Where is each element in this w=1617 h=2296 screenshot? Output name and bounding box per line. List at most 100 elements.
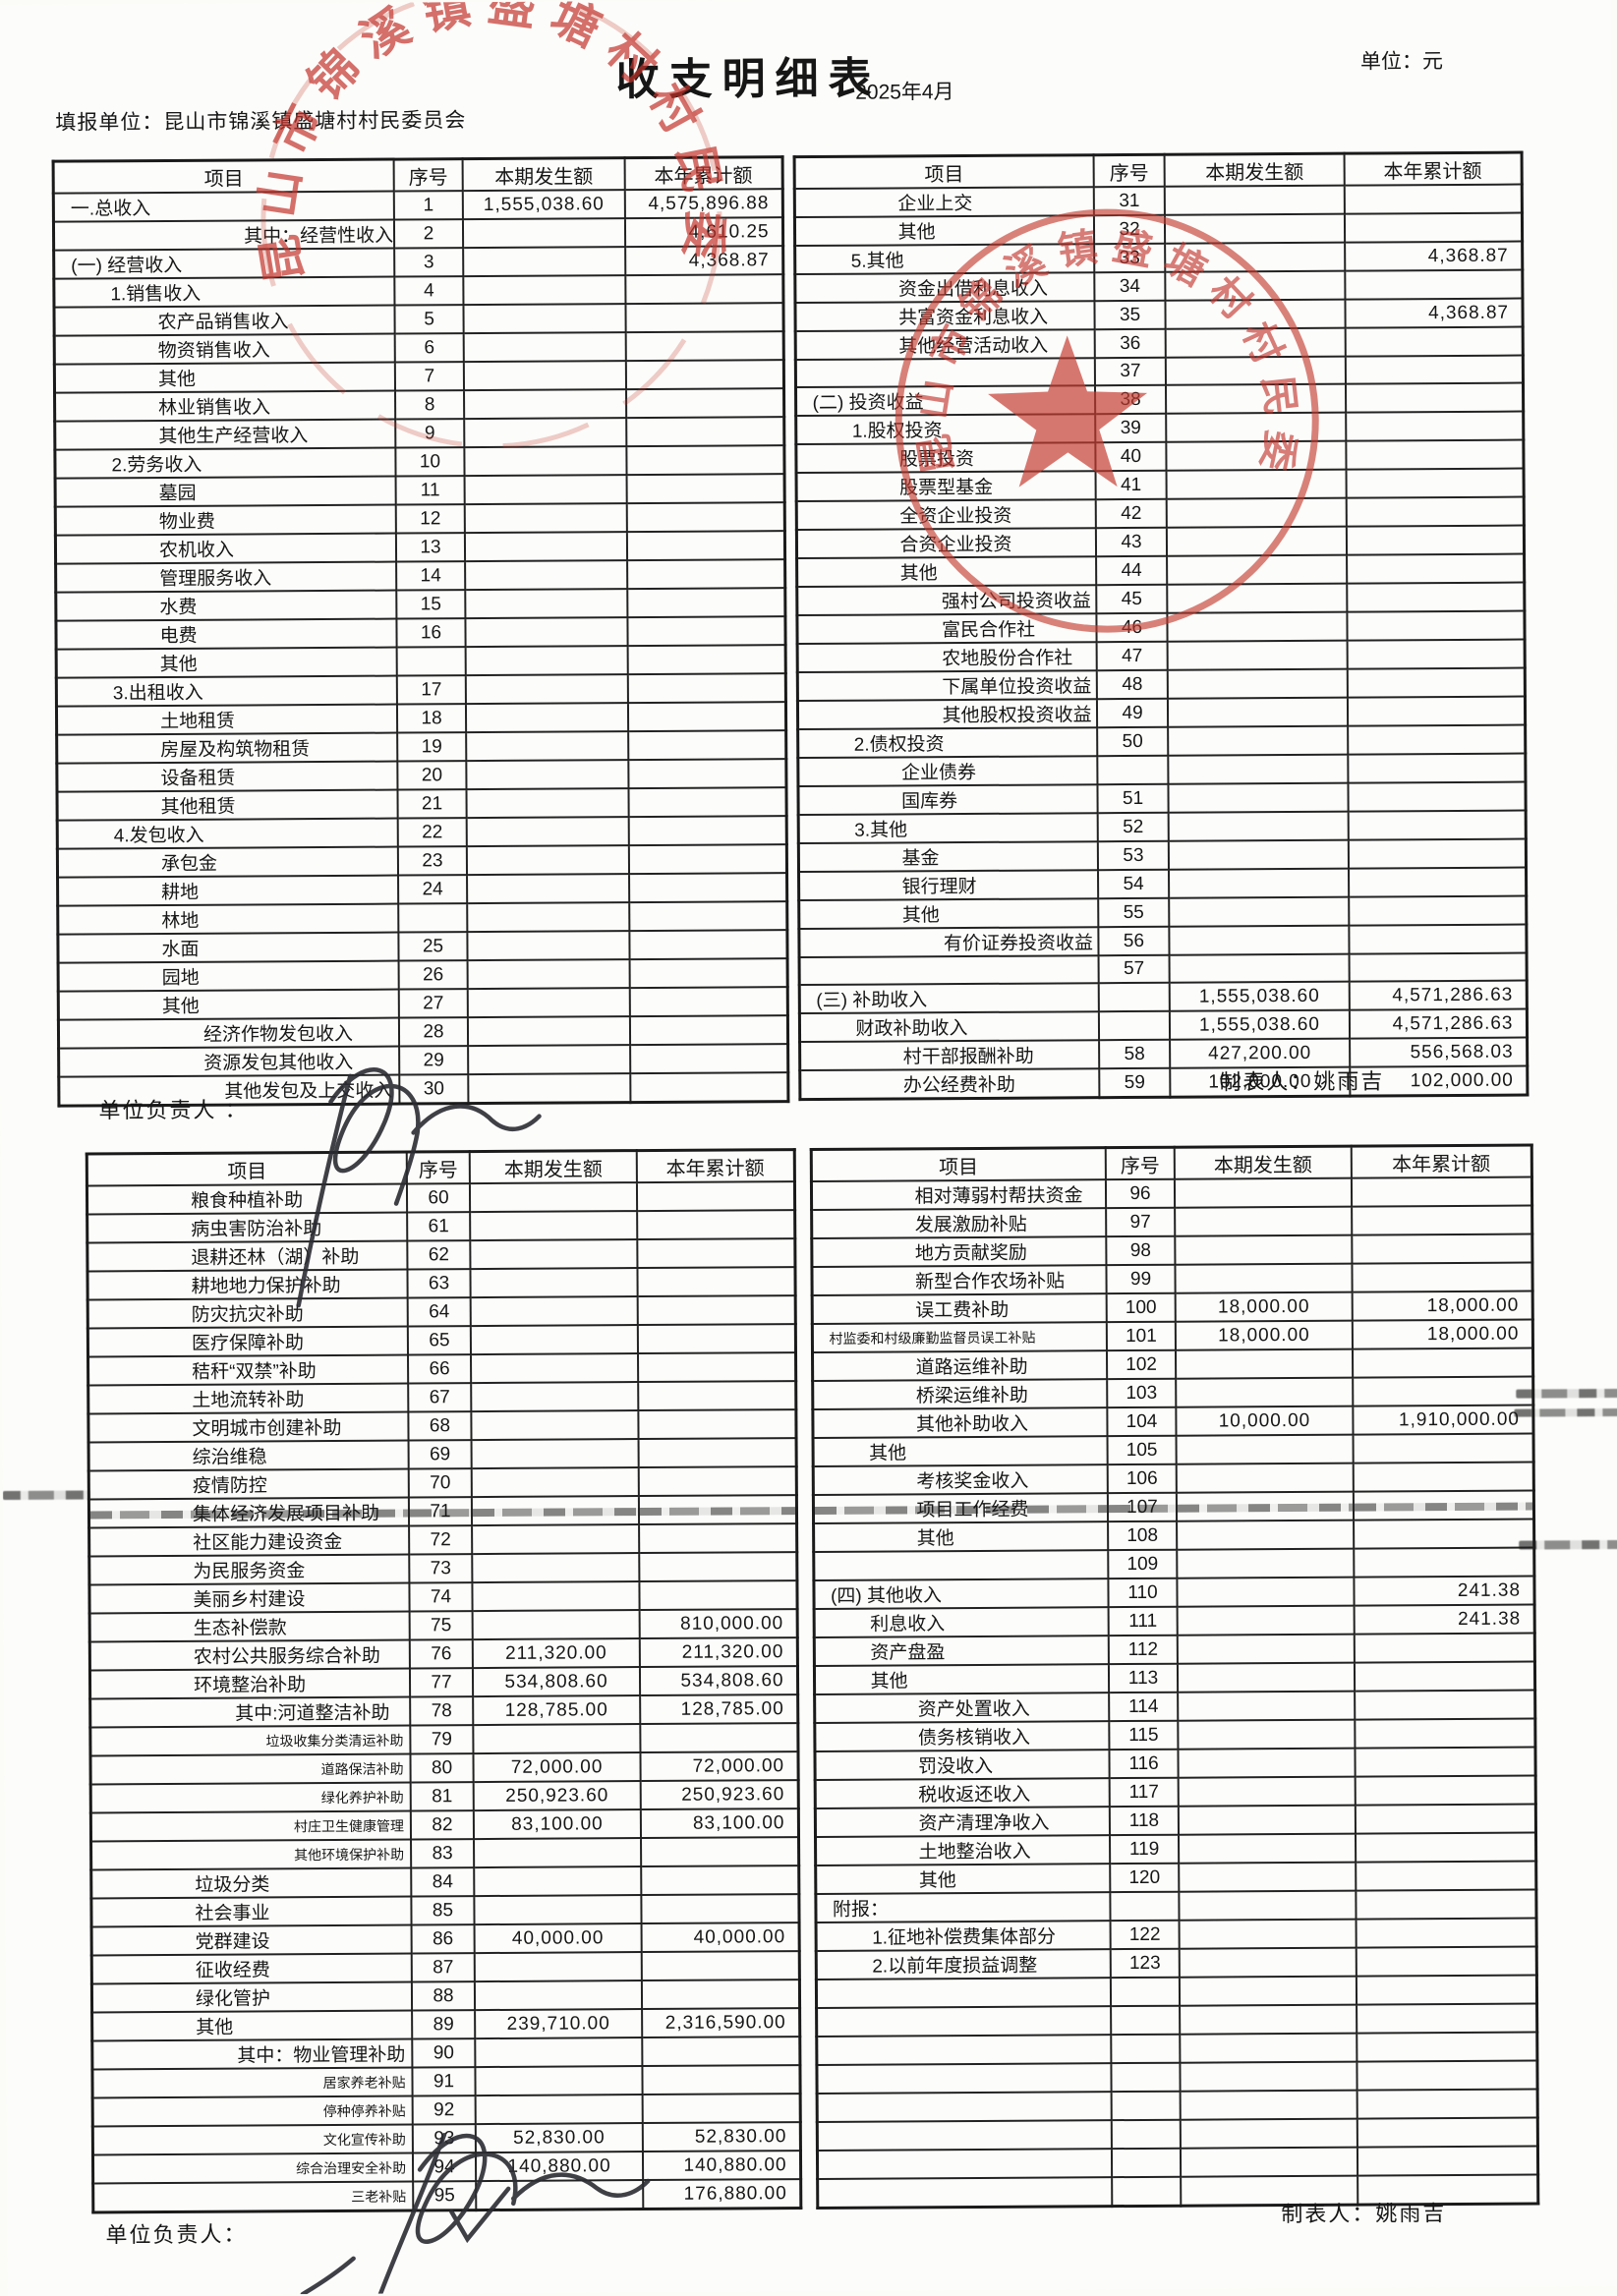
current-amount [474,1952,642,1982]
current-amount: 1,555,038.60 [1169,1009,1351,1040]
current-amount [1165,299,1346,329]
column-header-no: 序号 [406,1151,470,1184]
item-label: 全资企业投资 [795,499,1096,531]
current-amount [475,2095,643,2125]
cumulative-amount [1353,1462,1533,1492]
item-label: 股票型基金 [795,471,1096,502]
column-header-no: 序号 [393,158,463,192]
row-number: 4 [394,276,464,306]
cumulative-amount [1346,411,1524,441]
row-number: 55 [1098,897,1170,928]
table-row: 误工费补助 100 18,000.00 18,000.00 [811,1291,1532,1324]
row-number: 107 [1107,1492,1178,1522]
table-row: 一.总收入 1 1,555,038.60 4,575,896.88 [53,189,782,222]
table-row: 其中：物业管理补助 90 [91,2037,800,2070]
item-label: 其他 [813,1664,1110,1694]
scan-smear [1516,1388,1617,1399]
table-row: 土地流转补助 67 [87,1381,796,1414]
current-amount [1167,640,1348,670]
item-label: 绿化养护补助 [90,1782,411,1813]
current-amount [1167,697,1349,727]
table-row: 园地 26 [58,958,787,992]
item-label: 2.债权投资 [797,727,1098,759]
item-label: 有价证券投资收益 [798,927,1099,958]
table-row: 利息收入 111 241.38 [813,1604,1534,1637]
cumulative-amount: 4,610.25 [624,217,783,248]
item-label: 其他租赁 [56,789,398,821]
income-table-part2-left-grid: 项目 序号 本期发生额 本年累计额 粮食种植补助 60 病虫害防治补助 61 退耕还林（湖）补助… [85,1148,802,2214]
current-amount [1169,925,1350,955]
cumulative-amount: 211,320.00 [639,1637,797,1668]
row-number: 83 [411,1839,475,1868]
table-row: 设备租赁 20 [56,759,786,792]
item-label: 绿化管护 [91,1981,413,2013]
cumulative-amount [1356,1975,1537,2005]
table-row: 2.债权投资 50 [797,724,1526,759]
table-row: 物业费 12 [55,502,784,536]
item-label: 企业上交 [793,187,1094,218]
table-row: 生态补偿款 75 810,000.00 [89,1609,797,1642]
cumulative-amount [627,702,786,732]
cumulative-amount [1344,212,1523,243]
current-amount [1167,554,1348,585]
item-label: 物资销售收入 [54,333,395,365]
row-number: 42 [1095,498,1167,529]
cumulative-amount [626,445,784,476]
table-row: (三) 补助收入 1,555,038.60 4,571,286.63 [798,980,1527,1014]
item-label: 其他 [91,2010,413,2041]
table-row: (四) 其他收入 110 241.38 [813,1576,1534,1609]
row-number: 119 [1110,1834,1180,1865]
table-row: 物资销售收入 6 [54,331,783,365]
table-row: 罚没收入 116 [814,1747,1535,1780]
current-amount [471,1467,639,1498]
table-row: 其他 120 [815,1861,1536,1894]
scan-smear [1514,1407,1617,1417]
current-amount [467,988,630,1018]
current-amount [1178,1748,1356,1778]
column-header-cumulative: 本年累计额 [1351,1145,1531,1178]
row-number: 113 [1108,1663,1179,1693]
table-row: 1.销售收入 4 [53,274,783,308]
table-row: 集体经济发展项目补助 71 [88,1495,797,1528]
scan-smear [2,1490,91,1501]
current-amount [474,1866,642,1897]
item-label: (一) 经营收入 [53,248,395,279]
table-row: 债务核销收入 115 [814,1718,1535,1751]
row-number [396,647,466,676]
cumulative-amount [1354,1519,1534,1549]
current-amount [466,788,629,819]
table-row: 其他 113 [813,1661,1535,1694]
row-number: 77 [409,1668,474,1697]
current-amount [1179,1919,1357,1949]
table-row: 其他 55 [798,895,1527,930]
current-amount: 18,000.00 [1175,1292,1353,1322]
table-row: 居家养老补贴 91 [91,2065,800,2098]
item-label: 资产处置收入 [814,1693,1110,1723]
table-row [815,1975,1537,2008]
row-number: 67 [408,1383,472,1412]
table-row: 绿化管护 88 [91,1980,800,2013]
column-header-item: 项目 [87,1151,407,1186]
row-number: 114 [1109,1692,1179,1722]
row-number: 88 [411,1981,476,2011]
item-label: 股票投资 [795,442,1096,474]
current-amount [471,1410,639,1441]
cumulative-amount [641,1894,799,1924]
item-label: 居家养老补贴 [91,2067,413,2098]
current-amount [1168,782,1349,813]
current-amount [475,2038,643,2068]
row-number: 102 [1107,1349,1177,1380]
row-number: 104 [1107,1406,1177,1437]
item-label: 共富资金利息收入 [794,301,1095,332]
cumulative-amount: 4,368.87 [1345,241,1523,271]
current-amount [467,902,630,933]
current-amount [1165,356,1347,385]
item-label: 防灾抗灾补助 [87,1297,408,1329]
current-amount [1178,1691,1356,1721]
item-label: 停种停养补贴 [92,2095,413,2127]
item-label [816,2149,1113,2179]
item-label: 强村公司投资收益 [796,585,1097,616]
cumulative-amount [642,2065,800,2095]
table-row: 考核奖金收入 106 [812,1462,1533,1495]
cumulative-amount [1356,1918,1536,1948]
